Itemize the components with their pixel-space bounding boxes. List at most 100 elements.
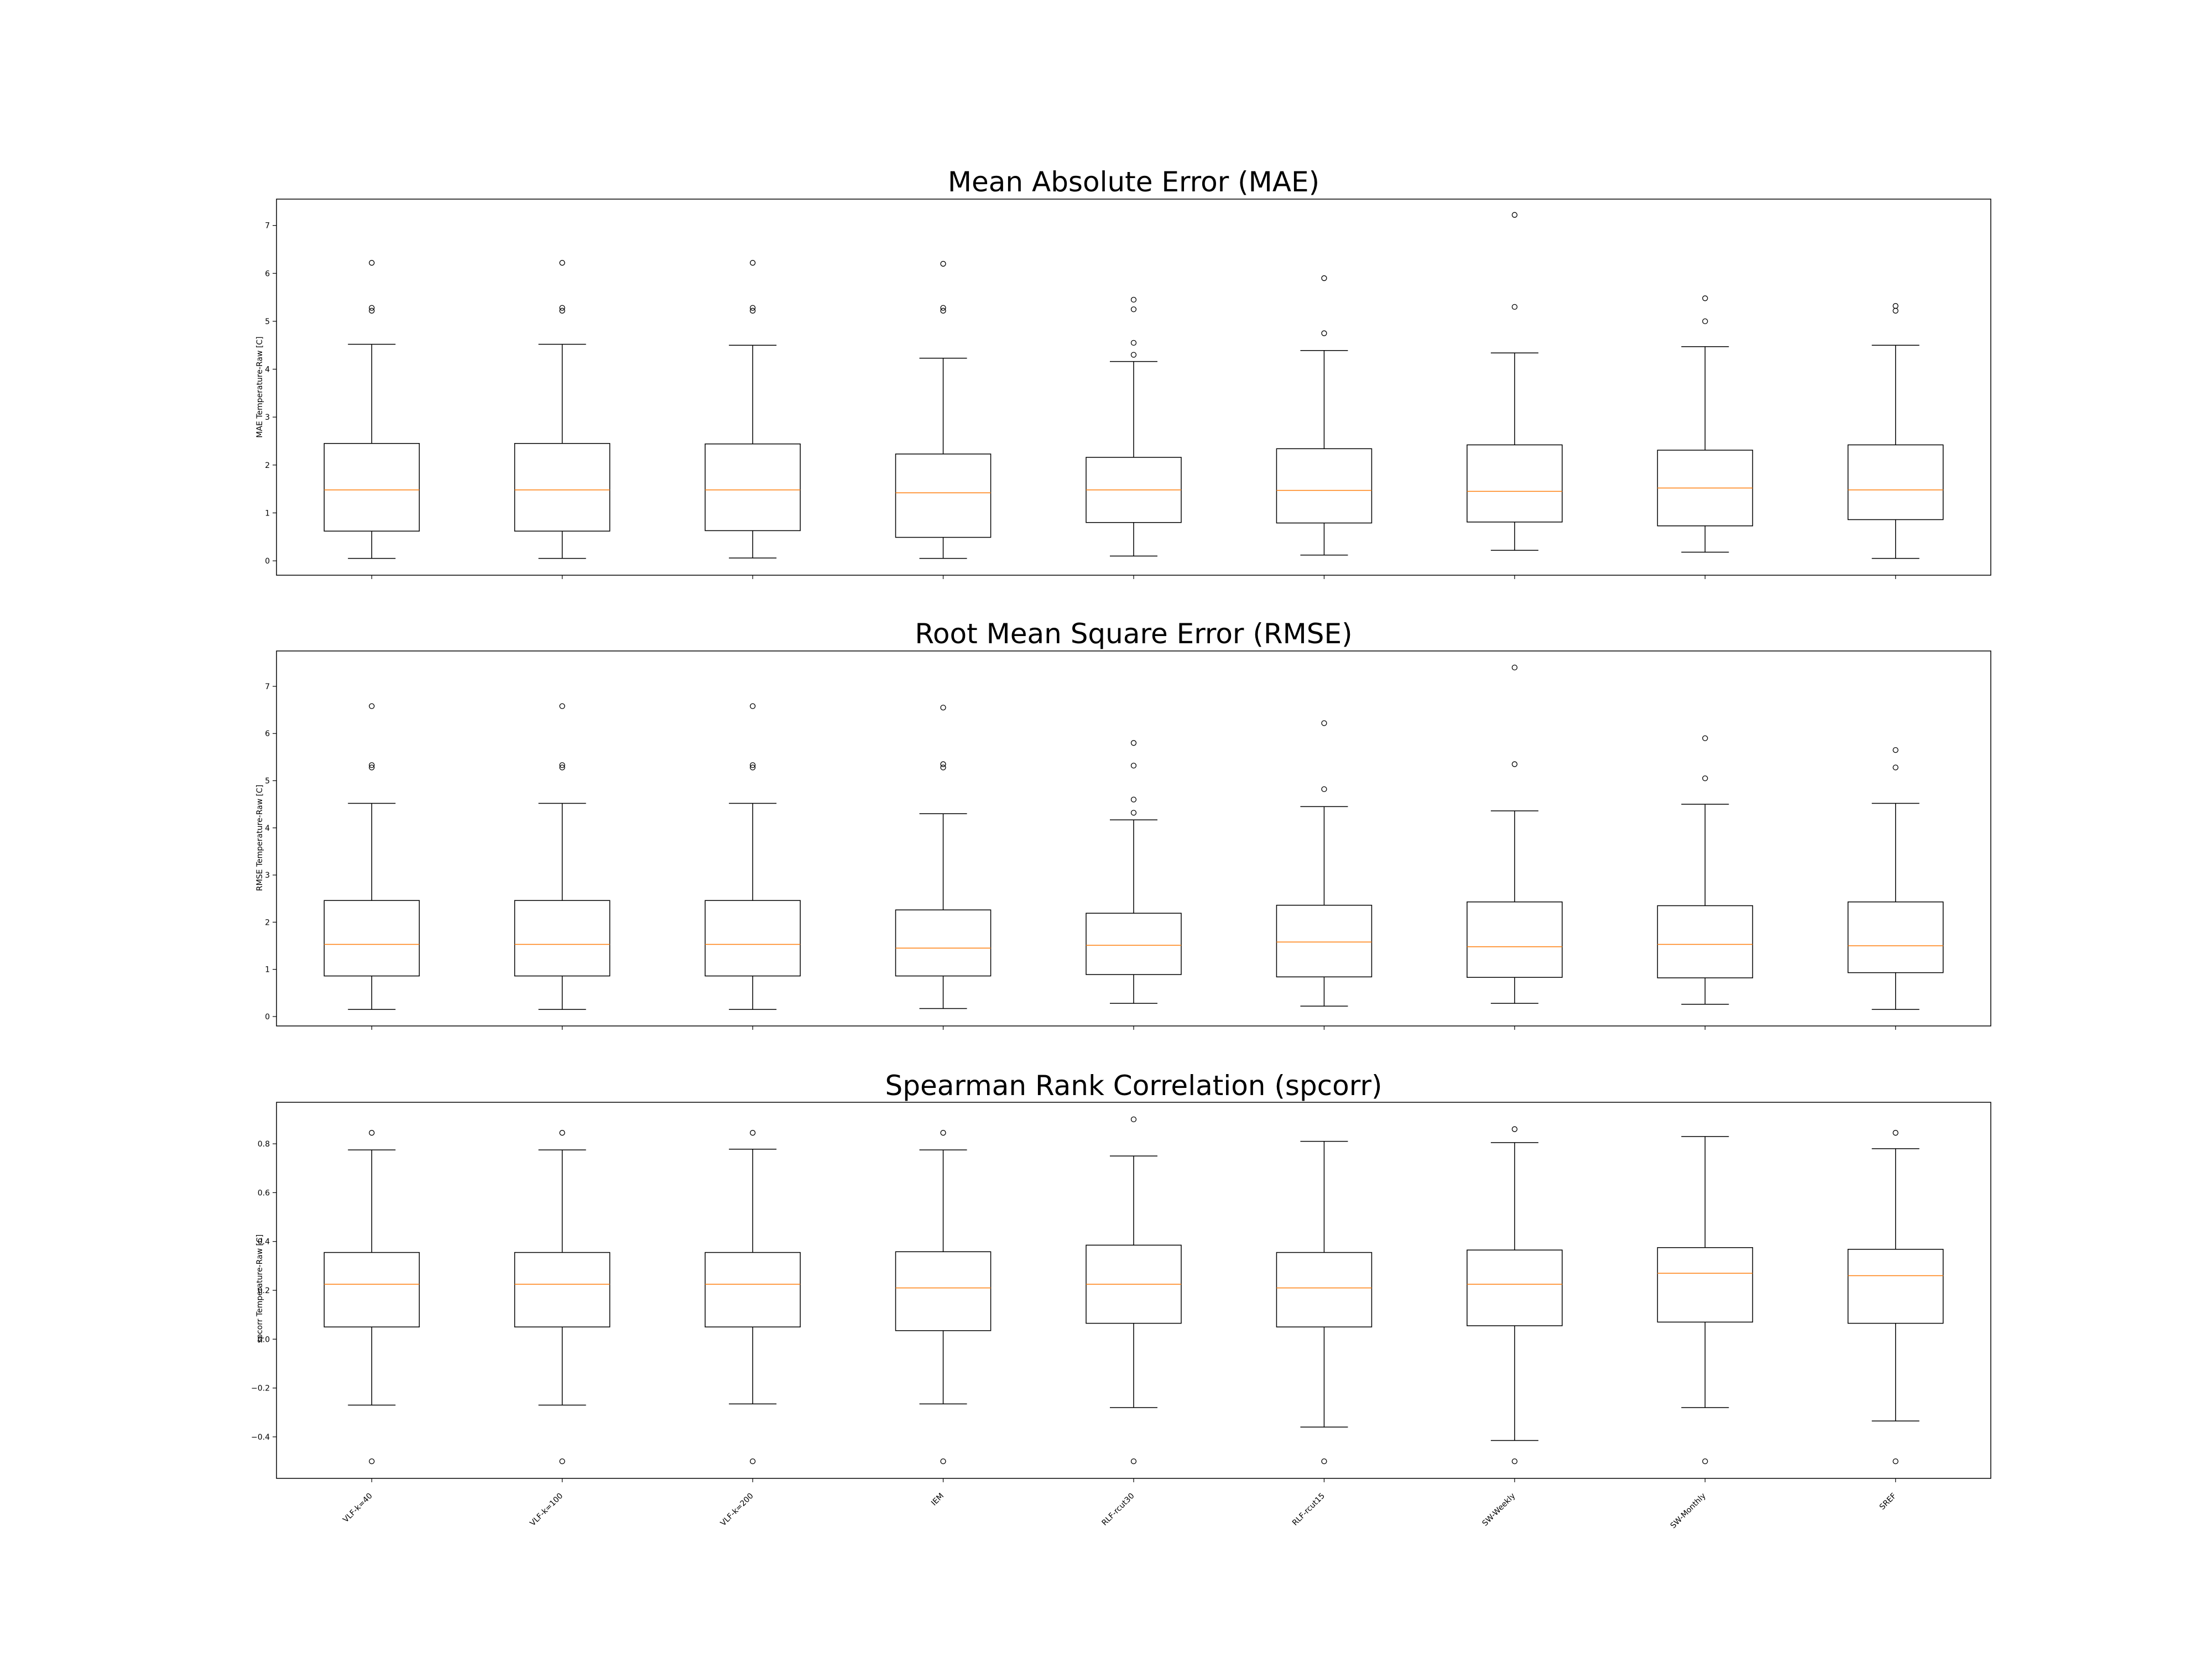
spcorr-outlier — [1130, 1116, 1137, 1123]
category-label: SW-Weekly — [1481, 1492, 1517, 1528]
mae-y-tick-label: 0 — [265, 557, 270, 566]
rmse-outlier — [1511, 761, 1518, 767]
mae-y-tick-label: 1 — [265, 509, 270, 518]
rmse-outlier — [1130, 796, 1137, 803]
rmse-y-tick-label: 4 — [265, 824, 270, 833]
rmse-box — [324, 900, 420, 977]
category-label: VLF-k=40 — [341, 1492, 374, 1524]
category-label: RLF-rcut30 — [1100, 1492, 1136, 1528]
mae-box — [705, 443, 801, 532]
spcorr-outlier — [1321, 1458, 1327, 1465]
rmse-outlier — [940, 705, 946, 711]
mae-outlier — [1130, 352, 1137, 358]
rmse-outlier — [559, 703, 565, 709]
rmse-y-tick-label: 2 — [265, 918, 270, 927]
mae-outlier — [749, 260, 756, 266]
spcorr-outlier — [369, 1458, 375, 1465]
rmse-outlier — [1130, 763, 1137, 769]
rmse-y-tick-label: 7 — [265, 682, 270, 691]
rmse-box — [1657, 905, 1754, 978]
spcorr-y-tick-label: 0.2 — [258, 1286, 270, 1295]
mae-outlier — [559, 260, 565, 266]
mae-box — [324, 443, 420, 532]
mae-y-tick-label: 5 — [265, 317, 270, 326]
mae-box — [1276, 448, 1373, 524]
spcorr-box — [705, 1252, 801, 1327]
spcorr-outlier — [559, 1130, 565, 1136]
mae-y-tick-label: 6 — [265, 269, 270, 278]
mae-outlier — [559, 305, 565, 311]
spcorr-outlier — [559, 1458, 565, 1465]
spcorr-box — [514, 1252, 611, 1327]
rmse-y-tick-label: 1 — [265, 966, 270, 975]
rmse-title: Root Mean Square Error (RMSE) — [915, 618, 1352, 650]
mae-y-tick-label: 2 — [265, 461, 270, 470]
rmse-outlier — [749, 762, 756, 768]
rmse-outlier — [369, 764, 375, 770]
mae-outlier — [1130, 296, 1137, 303]
category-label: VLF-k=100 — [528, 1492, 565, 1528]
rmse-panel: Root Mean Square Error (RMSE) RMSE Tempe… — [255, 618, 1991, 1030]
spcorr-outlier — [1892, 1458, 1898, 1465]
mae-box — [895, 454, 992, 538]
rmse-box — [1086, 913, 1182, 975]
category-label: IEM — [930, 1492, 946, 1508]
spcorr-box — [895, 1251, 992, 1331]
spcorr-box — [324, 1252, 420, 1327]
mae-outlier — [1511, 212, 1518, 218]
spcorr-outlier — [940, 1458, 946, 1465]
mae-outlier — [1702, 318, 1708, 325]
rmse-box — [1276, 904, 1373, 978]
rmse-outlier — [749, 703, 756, 709]
spcorr-outlier — [1511, 1126, 1518, 1132]
mae-outlier — [749, 308, 756, 314]
spcorr-y-tick-label: 0.0 — [258, 1335, 270, 1344]
mae-outlier — [1892, 308, 1898, 314]
spcorr-y-tick-label: 0.4 — [258, 1238, 270, 1247]
mae-outlier — [1702, 295, 1708, 301]
rmse-outlier — [559, 762, 565, 768]
mae-outlier — [1892, 303, 1898, 309]
rmse-y-axis-label: RMSE Temperature-Raw [C] — [255, 785, 264, 891]
category-label: SREF — [1878, 1492, 1898, 1512]
mae-outlier — [940, 305, 946, 311]
spcorr-outlier — [1511, 1458, 1518, 1465]
mae-outlier — [940, 308, 946, 314]
spcorr-y-tick-label: 0.8 — [258, 1140, 270, 1149]
rmse-outlier — [1702, 735, 1708, 741]
rmse-outlier — [940, 761, 946, 767]
mae-outlier — [1511, 304, 1518, 310]
mae-box — [1467, 444, 1563, 523]
mae-outlier — [1321, 330, 1327, 336]
spcorr-box — [1657, 1247, 1754, 1323]
spcorr-outlier — [749, 1458, 756, 1465]
spcorr-y-tick-label: 0.6 — [258, 1189, 270, 1197]
spcorr-outlier — [1892, 1130, 1898, 1136]
rmse-outlier — [559, 764, 565, 770]
rmse-outlier — [369, 703, 375, 709]
rmse-outlier — [1892, 747, 1898, 753]
rmse-outlier — [1892, 764, 1898, 770]
rmse-outlier — [940, 764, 946, 770]
rmse-y-tick-label: 0 — [265, 1013, 270, 1022]
spcorr-y-axis-label: spcorr Temperature-Raw [C] — [255, 1234, 264, 1343]
spcorr-outlier — [1130, 1458, 1137, 1465]
mae-y-tick-label: 3 — [265, 413, 270, 422]
spcorr-y-tick-label: −0.2 — [251, 1384, 270, 1393]
mae-outlier — [559, 308, 565, 314]
mae-outlier — [369, 260, 375, 266]
mae-panel: Mean Absolute Error (MAE) MAE Temperatur… — [255, 166, 1991, 579]
mae-outlier — [1130, 306, 1137, 312]
mae-y-tick-label: 7 — [265, 222, 270, 231]
rmse-outlier — [1702, 775, 1708, 781]
rmse-y-tick-label: 5 — [265, 777, 270, 786]
mae-outlier — [940, 260, 946, 267]
rmse-y-tick-label: 6 — [265, 730, 270, 738]
rmse-outlier — [369, 762, 375, 768]
spcorr-outlier — [940, 1130, 946, 1136]
spcorr-outlier — [1702, 1458, 1708, 1465]
rmse-box — [1467, 901, 1563, 978]
spcorr-panel: Spearman Rank Correlation (spcorr) spcor… — [251, 1070, 1991, 1530]
